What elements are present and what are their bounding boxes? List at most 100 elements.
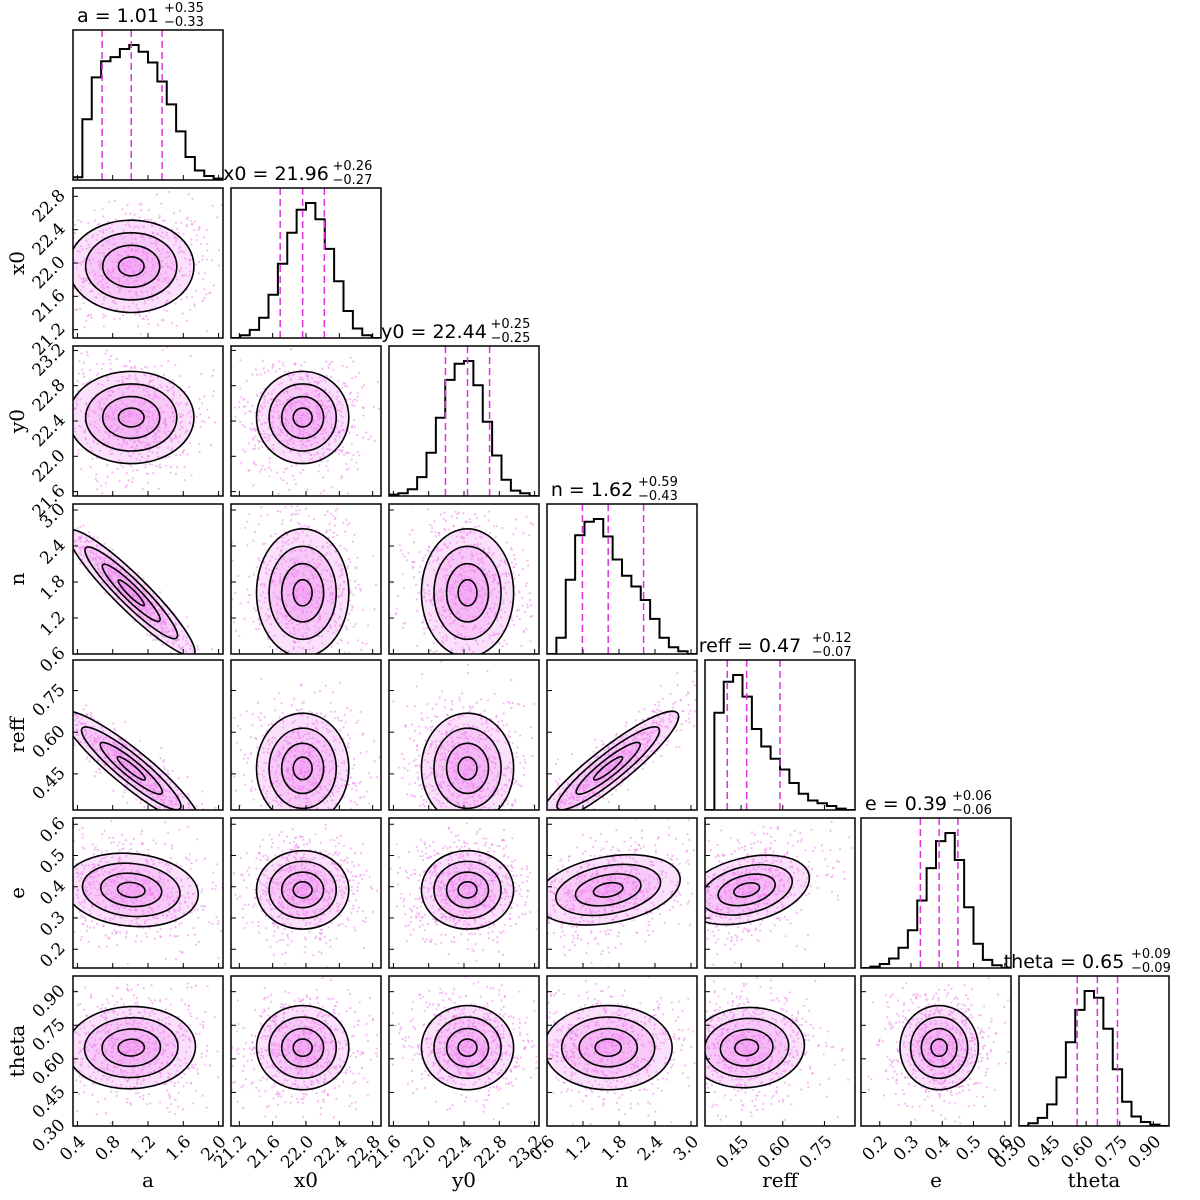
panel-frame xyxy=(546,503,698,655)
x-axis-label-x0: x0 xyxy=(294,1168,318,1192)
density-fill xyxy=(547,711,679,810)
title-err-plus-theta: +0.09 xyxy=(1131,947,1171,962)
x-tick-label-e: 0.5 xyxy=(952,1132,985,1165)
x-tick-label-reff: 0.60 xyxy=(754,1132,795,1173)
density-fill xyxy=(269,861,337,919)
contour-level-2 xyxy=(80,726,182,810)
density-fill xyxy=(85,232,177,300)
hist-panel-reff xyxy=(705,660,855,810)
hist-panel-theta xyxy=(1019,976,1169,1126)
contour-level-1 xyxy=(705,854,811,926)
x-tick-label-reff: 0.45 xyxy=(712,1132,753,1173)
contour-level-2 xyxy=(268,545,338,641)
x-tick-label-x0: 22.4 xyxy=(310,1132,351,1173)
panel-frame xyxy=(704,817,856,969)
contour-level-1 xyxy=(420,712,515,810)
scatter-panel-y0-vs-a xyxy=(73,346,223,495)
y-tick-label-n: 0.6 xyxy=(36,643,69,676)
hist-panel-y0 xyxy=(389,346,539,496)
x-axis-label-n: n xyxy=(616,1168,629,1192)
scatter-panel-n-vs-x0 xyxy=(231,504,381,654)
contour-level-2 xyxy=(433,727,502,810)
density-fill xyxy=(269,383,337,451)
panel-frame xyxy=(388,345,540,497)
panel-frame xyxy=(546,659,698,811)
scatter-panel-e-vs-a xyxy=(73,819,223,968)
contour-level-1 xyxy=(420,1004,515,1091)
contour-level-1 xyxy=(255,712,350,810)
density-fill xyxy=(293,579,313,606)
panel-frame xyxy=(704,975,856,1127)
y-tick-label-theta: 0.45 xyxy=(29,1082,70,1123)
panel-frame xyxy=(860,817,1012,969)
contour-level-1 xyxy=(73,370,195,465)
contour-level-2 xyxy=(555,863,662,917)
title-err-plus-e: +0.06 xyxy=(952,789,992,804)
contour-level-2 xyxy=(433,1016,502,1080)
density-fill xyxy=(293,1039,313,1057)
hist-panel-a xyxy=(73,30,223,180)
x-tick-label-theta: 0.60 xyxy=(1057,1132,1098,1173)
contour-level-3 xyxy=(101,563,161,623)
y-tick-label-reff: 0.60 xyxy=(29,722,70,763)
density-fill xyxy=(281,563,324,622)
contour-level-4 xyxy=(116,881,146,899)
y-tick-label-e: 0.3 xyxy=(36,907,69,940)
y-axis-label-reff: reff xyxy=(5,715,29,752)
scatter-panel-theta-vs-reff xyxy=(705,976,850,1126)
title-theta: theta = 0.65 xyxy=(1004,951,1125,973)
x-tick-label-e: 0.4 xyxy=(921,1132,954,1165)
y-tick-label-e: 0.5 xyxy=(36,845,69,878)
contour-level-4 xyxy=(930,1038,948,1058)
contour-level-2 xyxy=(268,1016,338,1080)
density-fill xyxy=(547,854,681,925)
y-tick-label-e: 0.2 xyxy=(36,939,69,972)
x-tick-label-x0: 22.0 xyxy=(277,1132,318,1173)
density-fill xyxy=(579,1028,638,1067)
density-fill xyxy=(458,881,477,898)
density-fill xyxy=(576,742,641,795)
density-fill xyxy=(931,1039,948,1057)
y-axis-label-y0: y0 xyxy=(5,409,29,434)
contour-level-3 xyxy=(920,1027,958,1068)
contour-level-3 xyxy=(575,741,642,796)
density-fill xyxy=(434,1017,502,1079)
y-tick-label-y0: 22.4 xyxy=(29,410,70,451)
scatter-panel-theta-vs-e xyxy=(867,976,1011,1125)
contour-level-3 xyxy=(99,872,163,908)
x-tick-label-y0: 22.0 xyxy=(400,1132,441,1173)
density-fill xyxy=(561,1017,655,1079)
density-fill xyxy=(102,396,160,439)
density-fill xyxy=(446,563,489,622)
y-tick-label-x0: 22.4 xyxy=(29,219,70,260)
y-tick-label-n: 1.8 xyxy=(36,571,69,604)
y-tick-label-theta: 0.90 xyxy=(29,981,70,1022)
y-tick-label-y0: 22.0 xyxy=(29,446,70,487)
title-err-minus-e: −0.06 xyxy=(952,803,992,818)
scatter-panel-x0-vs-a xyxy=(73,188,223,338)
scatter-panel-reff-vs-x0 xyxy=(231,660,381,810)
contour-level-4 xyxy=(117,256,145,277)
density-fill xyxy=(269,1017,337,1079)
density-fill xyxy=(458,757,477,780)
x-tick-label-a: 0.8 xyxy=(91,1132,124,1165)
contour-level-2 xyxy=(81,862,181,918)
contour-level-1 xyxy=(899,1004,980,1091)
title-err-plus-x0: +0.26 xyxy=(333,159,373,174)
density-fill xyxy=(575,873,641,906)
samples-theta-vs-x0 xyxy=(231,976,379,1123)
y-tick-label-n: 2.4 xyxy=(36,535,69,568)
contour-level-4 xyxy=(594,1038,623,1058)
density-fill xyxy=(458,1039,477,1057)
contour-level-4 xyxy=(117,579,146,607)
contour-level-1 xyxy=(420,528,515,654)
y-axis-label-n: n xyxy=(5,572,29,585)
x-tick-label-a: 1.6 xyxy=(162,1132,195,1165)
density-fill xyxy=(733,882,760,897)
density-fill xyxy=(73,853,199,927)
contour-level-4 xyxy=(592,755,624,781)
density-fill xyxy=(595,1039,622,1057)
contour-level-2 xyxy=(84,231,178,301)
contour-level-1 xyxy=(73,1005,197,1090)
scatter-panel-theta-vs-x0 xyxy=(231,976,379,1123)
